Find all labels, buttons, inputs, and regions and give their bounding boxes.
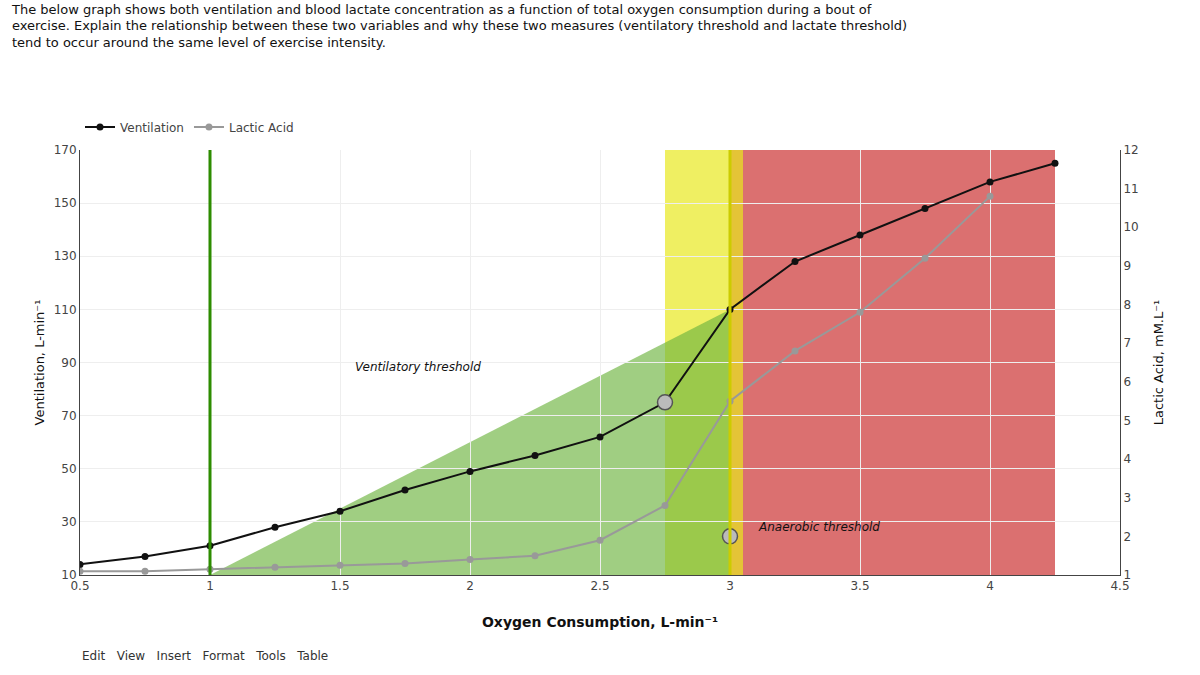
svg-text:1: 1: [1123, 568, 1131, 582]
svg-text:130: 130: [54, 249, 77, 263]
svg-text:12: 12: [1123, 143, 1138, 157]
svg-text:4: 4: [1123, 452, 1131, 466]
svg-text:4.5: 4.5: [1110, 579, 1129, 593]
svg-text:10: 10: [1123, 220, 1138, 234]
svg-text:Anaerobic threshold: Anaerobic threshold: [758, 520, 880, 534]
svg-text:50: 50: [61, 462, 76, 476]
svg-text:70: 70: [61, 409, 76, 423]
svg-text:90: 90: [61, 356, 76, 370]
svg-text:170: 170: [54, 143, 77, 157]
svg-text:2.5: 2.5: [590, 579, 609, 593]
svg-text:11: 11: [1123, 182, 1138, 196]
svg-text:7: 7: [1123, 336, 1131, 350]
svg-text:30: 30: [61, 515, 76, 529]
svg-text:1.5: 1.5: [330, 579, 349, 593]
svg-text:3: 3: [1123, 491, 1131, 505]
svg-text:8: 8: [1123, 298, 1131, 312]
svg-text:Ventilation: Ventilation: [120, 121, 184, 135]
svg-text:150: 150: [54, 196, 77, 210]
svg-text:Oxygen Consumption, L-min⁻¹: Oxygen Consumption, L-min⁻¹: [482, 614, 718, 630]
svg-text:2: 2: [466, 579, 474, 593]
svg-text:The below graph shows both ven: The below graph shows both ventilation a…: [11, 2, 907, 51]
svg-text:Ventilation, L-min⁻¹: Ventilation, L-min⁻¹: [32, 300, 47, 426]
svg-text:6: 6: [1123, 375, 1131, 389]
svg-text:2: 2: [1123, 530, 1131, 544]
svg-text:4: 4: [986, 579, 994, 593]
svg-text:3: 3: [726, 579, 734, 593]
svg-text:Lactic Acid, mM.L⁻¹: Lactic Acid, mM.L⁻¹: [1151, 300, 1166, 426]
svg-text:Ventilatory threshold: Ventilatory threshold: [355, 360, 481, 374]
svg-text:10: 10: [61, 568, 76, 582]
svg-text:1: 1: [206, 579, 214, 593]
svg-text:110: 110: [54, 303, 77, 317]
svg-text:0.5: 0.5: [70, 579, 89, 593]
svg-text:5: 5: [1123, 414, 1131, 428]
svg-text:Lactic Acid: Lactic Acid: [229, 121, 294, 135]
svg-text:Edit View Insert Format: Edit View Insert Format Tools Table: [82, 649, 328, 663]
svg-text:9: 9: [1123, 259, 1131, 273]
svg-text:3.5: 3.5: [850, 579, 869, 593]
